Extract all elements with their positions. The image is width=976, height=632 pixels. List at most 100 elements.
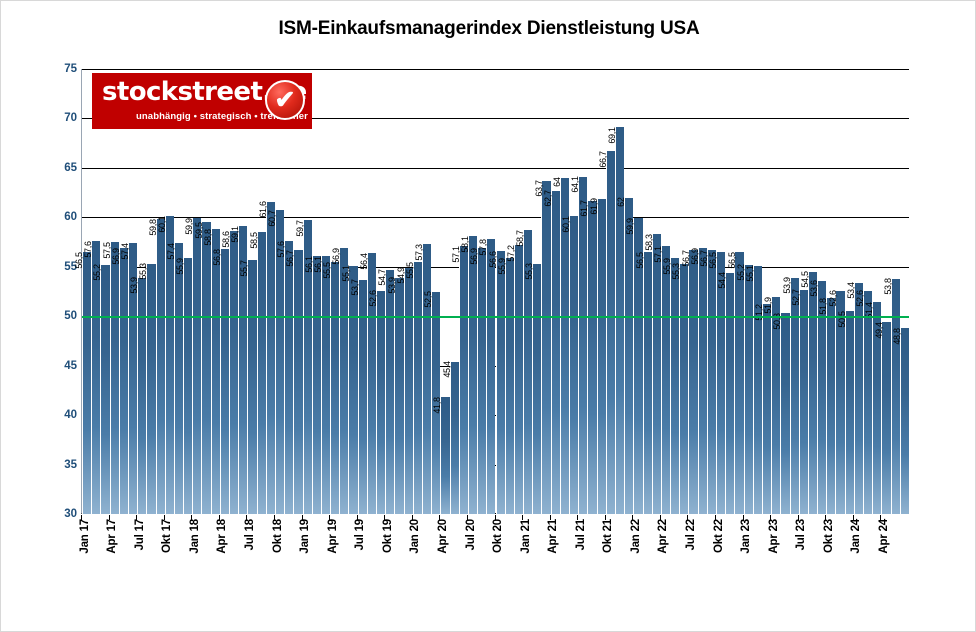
bar-value-label: 59,9 (625, 218, 636, 235)
bar-value-label: 54,7 (377, 269, 388, 287)
x-axis-tick-mark (522, 515, 524, 520)
bar: 57,4 (120, 243, 138, 514)
bar-value-label: 55,2 (92, 264, 103, 282)
x-axis-tick-jul-21: Jul 21 (574, 519, 587, 551)
bar: 59,8 (148, 219, 165, 514)
bar: 51,4 (864, 302, 882, 514)
bar-value-label: 52,6 (827, 290, 838, 307)
x-axis-tick-jan-23: Jan 23 (740, 519, 753, 554)
bar: 57,2 (506, 245, 524, 514)
x-axis-tick-apr-20: Apr 20 (436, 519, 449, 554)
bar-value-label: 57,2 (505, 245, 516, 262)
x-axis-tick-jul-18: Jul 18 (243, 519, 256, 551)
x-axis-tick-mark (466, 515, 468, 520)
bar-value-label: 54,4 (717, 272, 728, 290)
bar: 56,1 (304, 255, 321, 514)
y-axis-tick-70: 70 (64, 112, 77, 125)
bar: 56,9 (469, 248, 487, 514)
x-axis-tick-mark (659, 515, 661, 520)
threshold-line-50 (82, 316, 909, 319)
bar-series: 56,5 57,6 55,2 57,5 56,9 57,4 53,9 55,3 59,8 60,1… (74, 69, 909, 514)
x-axis-tick-mark (852, 515, 854, 520)
bar-value-label: 57,6 (83, 241, 94, 258)
bar-value-label: 53,6 (809, 280, 820, 297)
x-axis-tick-jul-20: Jul 20 (464, 519, 477, 551)
bar: 58,3 (644, 234, 661, 514)
bar-value-label: 60,1 (561, 216, 572, 233)
x-axis-tick-mark (301, 515, 303, 520)
bar: 56,5 (74, 251, 92, 514)
plot-area: 56,5 57,6 55,2 57,5 56,9 57,4 53,9 55,3 59,8 60,1… (74, 69, 909, 514)
bar-value-label: 53,8 (882, 278, 893, 295)
bar: 61,6 (258, 201, 275, 514)
bar: 54,4 (717, 272, 735, 514)
x-axis-tick-mark (246, 515, 248, 520)
x-axis-tick-jan-22: Jan 22 (629, 519, 642, 554)
bar: 53,4 (846, 282, 864, 514)
bar-value-label: 57,4 (120, 243, 131, 260)
bar: 61,7 (579, 200, 597, 514)
gridline-65 (82, 167, 909, 169)
bar: 41,8 (432, 397, 450, 514)
gridline-70 (82, 118, 909, 120)
x-axis-tick-okt-22: Okt 22 (712, 519, 725, 553)
bar: 64 (552, 177, 569, 514)
bar: 56,8 (212, 248, 230, 514)
y-axis-tick-40: 40 (64, 409, 77, 422)
bar-value-label: 59,7 (294, 220, 305, 237)
bar: 51,9 (763, 297, 781, 514)
bar: 58,1 (460, 236, 478, 514)
bar: 58,8 (203, 229, 220, 514)
bar-value-label: 55,3 (671, 263, 682, 281)
bar: 51,2 (754, 304, 772, 514)
bar: 56,7 (681, 249, 698, 514)
x-axis-tick-jul-17: Jul 17 (133, 519, 146, 551)
bar: 53,7 (350, 279, 367, 514)
bar-value-label: 55,5 (404, 261, 415, 279)
x-axis-tick-jan-17: Jan 17 (78, 519, 91, 554)
x-axis-tick-mark (797, 515, 799, 520)
x-axis-tick-apr-21: Apr 21 (547, 519, 560, 554)
bar: 60,1 (157, 216, 174, 514)
x-axis-tick-mark (273, 515, 275, 520)
bar: 55,9 (175, 257, 193, 514)
bar: 55,2 (92, 264, 110, 514)
bar-value-label: 55,3 (138, 263, 149, 281)
gridline-60 (82, 217, 909, 219)
bar: 53,9 (129, 277, 147, 514)
bar: 57,1 (451, 246, 468, 514)
stockstreet-logo: stockstreet.de unabhängig • strategisch … (92, 73, 312, 129)
bar-value-label: 64 (551, 177, 562, 188)
bar-value-label: 56,9 (331, 248, 342, 265)
bar: 55,2 (736, 264, 753, 514)
x-axis-tick-mark (191, 515, 193, 520)
bar: 57,5 (102, 242, 119, 514)
x-axis-tick-mark (108, 515, 110, 520)
bar: 60,1 (561, 216, 579, 514)
bar: 62,7 (543, 190, 560, 514)
bar-value-label: 55,9 (175, 257, 186, 275)
bar-value-label: 59,9 (184, 218, 195, 235)
x-axis-tick-mark (715, 515, 717, 520)
bar: 59,9 (184, 218, 202, 514)
bar-value-label: 52,7 (790, 289, 801, 306)
bar-value-label: 55,7 (239, 259, 250, 277)
x-axis-tick-mark (163, 515, 165, 520)
bar-value-label: 56,8 (211, 248, 222, 266)
y-axis-tick-55: 55 (64, 260, 77, 273)
bar: 55,3 (138, 263, 156, 514)
bar: 52,6 (368, 290, 386, 514)
bar: 49,4 (874, 322, 891, 514)
x-axis-tick-jan-21: Jan 21 (519, 519, 532, 554)
x-axis-tick-okt-20: Okt 20 (492, 519, 505, 553)
bar: 55,9 (497, 257, 514, 514)
x-axis-tick-mark (81, 515, 82, 520)
gridline-75 (82, 69, 909, 70)
bar: 53,6 (809, 280, 827, 514)
bar-value-label: 64,1 (570, 176, 581, 194)
bar: 55,3 (671, 263, 689, 514)
x-axis-tick-mark (411, 515, 413, 520)
x-axis-tick-mark (825, 515, 827, 520)
x-axis-tick-jul-22: Jul 22 (685, 519, 698, 551)
x-axis-tick-mark (356, 515, 358, 520)
